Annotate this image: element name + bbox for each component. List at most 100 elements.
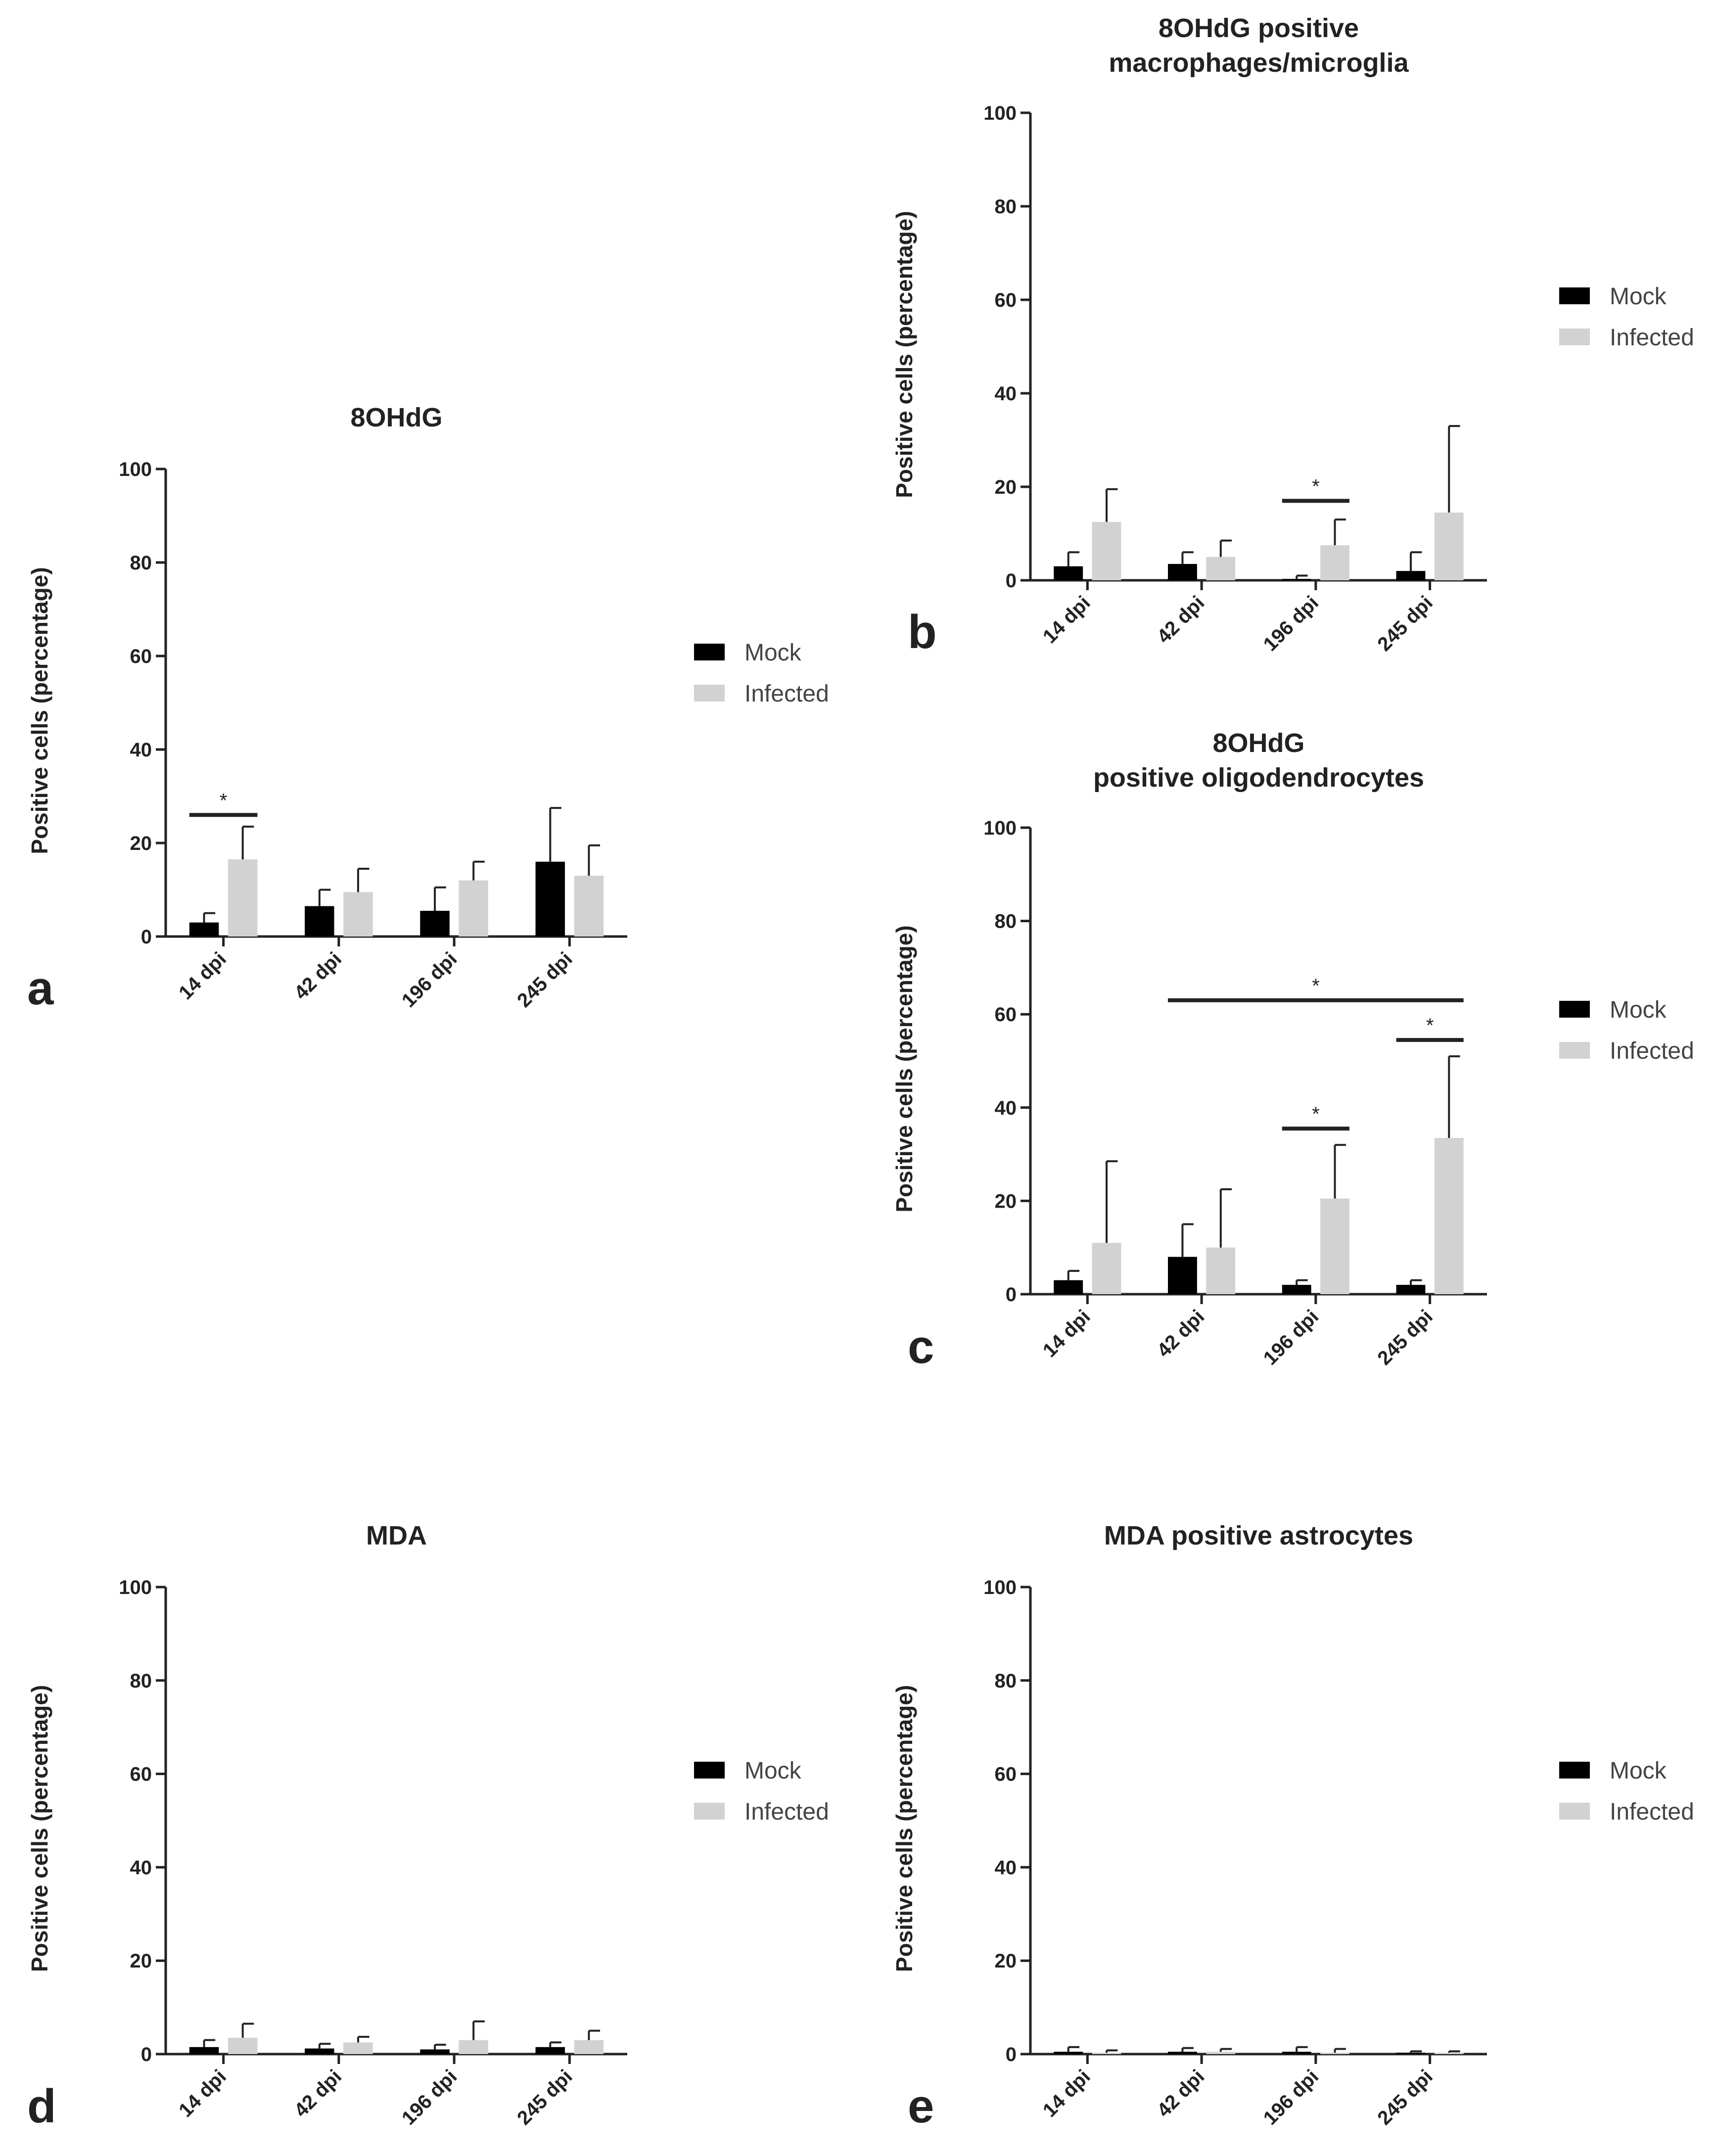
chart-title: 8OHdG xyxy=(1212,728,1304,758)
legend-label-mock: Mock xyxy=(744,1758,802,1784)
bar-infected-14-dpi xyxy=(1092,2053,1121,2054)
bar-infected-42-dpi xyxy=(1206,557,1236,580)
legend-swatch-infected xyxy=(1559,328,1590,345)
bar-mock-245-dpi xyxy=(535,2047,565,2054)
y-tick-label: 100 xyxy=(119,1577,152,1598)
bar-mock-42-dpi xyxy=(1168,563,1197,580)
panel-label: a xyxy=(27,962,54,1015)
bar-mock-196-dpi xyxy=(420,2049,450,2054)
y-tick-label: 40 xyxy=(130,1857,152,1878)
y-tick-label: 40 xyxy=(995,383,1017,405)
significance-star: * xyxy=(1426,1015,1434,1036)
bar-infected-196-dpi xyxy=(1320,1198,1349,1294)
chart-title: macrophages/microglia xyxy=(1109,48,1409,78)
legend-label-mock: Mock xyxy=(1610,1758,1667,1784)
bar-mock-245-dpi xyxy=(1396,571,1426,580)
bar-mock-14-dpi xyxy=(1054,2052,1083,2054)
x-category-label: 42 dpi xyxy=(1153,2065,1209,2121)
chart-title: 8OHdG positive xyxy=(1159,13,1359,43)
bar-infected-196-dpi xyxy=(459,880,488,937)
legend-swatch-infected xyxy=(1559,1042,1590,1059)
y-tick-label: 100 xyxy=(119,459,152,480)
x-category-label: 14 dpi xyxy=(1039,2065,1095,2121)
legend-label-infected: Infected xyxy=(1610,325,1694,351)
x-category-label: 196 dpi xyxy=(1259,592,1323,656)
y-axis-label: Positive cells (percentage) xyxy=(27,1685,52,1972)
bar-mock-196-dpi xyxy=(1282,579,1311,580)
bar-mock-14-dpi xyxy=(1054,566,1083,580)
panel-label: d xyxy=(27,2080,56,2133)
bar-infected-14-dpi xyxy=(228,859,258,937)
chart-panel-e: MDA positive astrocytes 0 20 40 60 80 100 Posit… xyxy=(891,1521,1694,2133)
bar-mock-196-dpi xyxy=(1282,2052,1311,2054)
bar-mock-42-dpi xyxy=(1168,2052,1197,2054)
y-tick-label: 20 xyxy=(995,1190,1017,1212)
y-tick-label: 100 xyxy=(983,817,1017,839)
y-tick-label: 100 xyxy=(983,1577,1017,1598)
y-tick-label: 0 xyxy=(141,2044,152,2065)
legend-swatch-mock xyxy=(1559,1762,1590,1779)
bar-infected-42-dpi xyxy=(1206,1247,1236,1294)
x-category-label: 42 dpi xyxy=(290,948,346,1004)
bar-infected-42-dpi xyxy=(343,2042,373,2054)
bar-infected-14-dpi xyxy=(1092,1243,1121,1294)
y-tick-label: 40 xyxy=(130,739,152,761)
legend-swatch-mock xyxy=(694,1762,725,1779)
bar-mock-14-dpi xyxy=(189,2047,219,2054)
legend-swatch-mock xyxy=(1559,1001,1590,1018)
y-tick-label: 20 xyxy=(995,1950,1017,1972)
legend-label-mock: Mock xyxy=(744,640,802,666)
bar-mock-245-dpi xyxy=(535,861,565,937)
legend-swatch-infected xyxy=(694,685,725,702)
y-tick-label: 40 xyxy=(995,1857,1017,1878)
chart-title: MDA positive astrocytes xyxy=(1104,1521,1413,1550)
x-category-label: 245 dpi xyxy=(1373,2065,1437,2129)
y-tick-label: 100 xyxy=(983,102,1017,124)
bar-mock-196-dpi xyxy=(420,911,450,937)
chart-title: 8OHdG xyxy=(350,403,442,432)
x-category-label: 14 dpi xyxy=(1039,1306,1095,1361)
bar-infected-245-dpi xyxy=(1434,512,1464,580)
bar-mock-245-dpi xyxy=(1396,1285,1426,1294)
chart-panel-d: MDA 0 20 40 60 80 100 Positive cells (percentag… xyxy=(27,1521,829,2133)
legend-label-infected: Infected xyxy=(1610,1038,1694,1064)
bar-mock-196-dpi xyxy=(1282,1285,1311,1294)
y-tick-label: 80 xyxy=(130,1670,152,1692)
y-tick-label: 60 xyxy=(995,1764,1017,1785)
bar-infected-245-dpi xyxy=(574,876,604,937)
y-tick-label: 20 xyxy=(130,833,152,854)
y-tick-label: 0 xyxy=(1006,570,1017,592)
y-tick-label: 60 xyxy=(130,646,152,667)
bar-infected-196-dpi xyxy=(1320,545,1349,580)
bar-mock-14-dpi xyxy=(1054,1280,1083,1294)
y-axis-label: Positive cells (percentage) xyxy=(27,567,52,854)
x-category-label: 14 dpi xyxy=(175,2065,231,2121)
y-axis-label: Positive cells (percentage) xyxy=(891,1685,917,1972)
y-tick-label: 80 xyxy=(995,196,1017,218)
y-tick-label: 20 xyxy=(995,476,1017,498)
panel-label: c xyxy=(908,1320,934,1373)
y-tick-label: 80 xyxy=(995,1670,1017,1692)
x-category-label: 245 dpi xyxy=(1373,592,1437,656)
x-category-label: 196 dpi xyxy=(1259,1306,1323,1369)
y-tick-label: 0 xyxy=(141,926,152,948)
x-category-label: 245 dpi xyxy=(513,948,577,1012)
bar-mock-42-dpi xyxy=(305,2048,334,2054)
bar-mock-42-dpi xyxy=(305,906,334,937)
y-tick-label: 60 xyxy=(995,289,1017,311)
y-tick-label: 60 xyxy=(130,1764,152,1785)
bar-infected-42-dpi xyxy=(1206,2052,1236,2054)
chart-panel-a: 8OHdG 0 20 40 60 80 100 Positive cells (percent… xyxy=(27,403,829,1015)
legend-label-mock: Mock xyxy=(1610,283,1667,310)
legend-swatch-infected xyxy=(1559,1803,1590,1820)
x-category-label: 196 dpi xyxy=(398,2065,462,2129)
chart-panel-b: 8OHdG positive macrophages/microglia 0 20 40… xyxy=(891,13,1694,658)
y-tick-label: 80 xyxy=(995,911,1017,933)
legend-swatch-mock xyxy=(1559,287,1590,304)
chart-title: MDA xyxy=(366,1521,427,1550)
y-axis-label: Positive cells (percentage) xyxy=(891,211,917,498)
bar-infected-14-dpi xyxy=(228,2037,258,2054)
x-category-label: 196 dpi xyxy=(1259,2065,1323,2129)
significance-star: * xyxy=(1312,1103,1320,1125)
